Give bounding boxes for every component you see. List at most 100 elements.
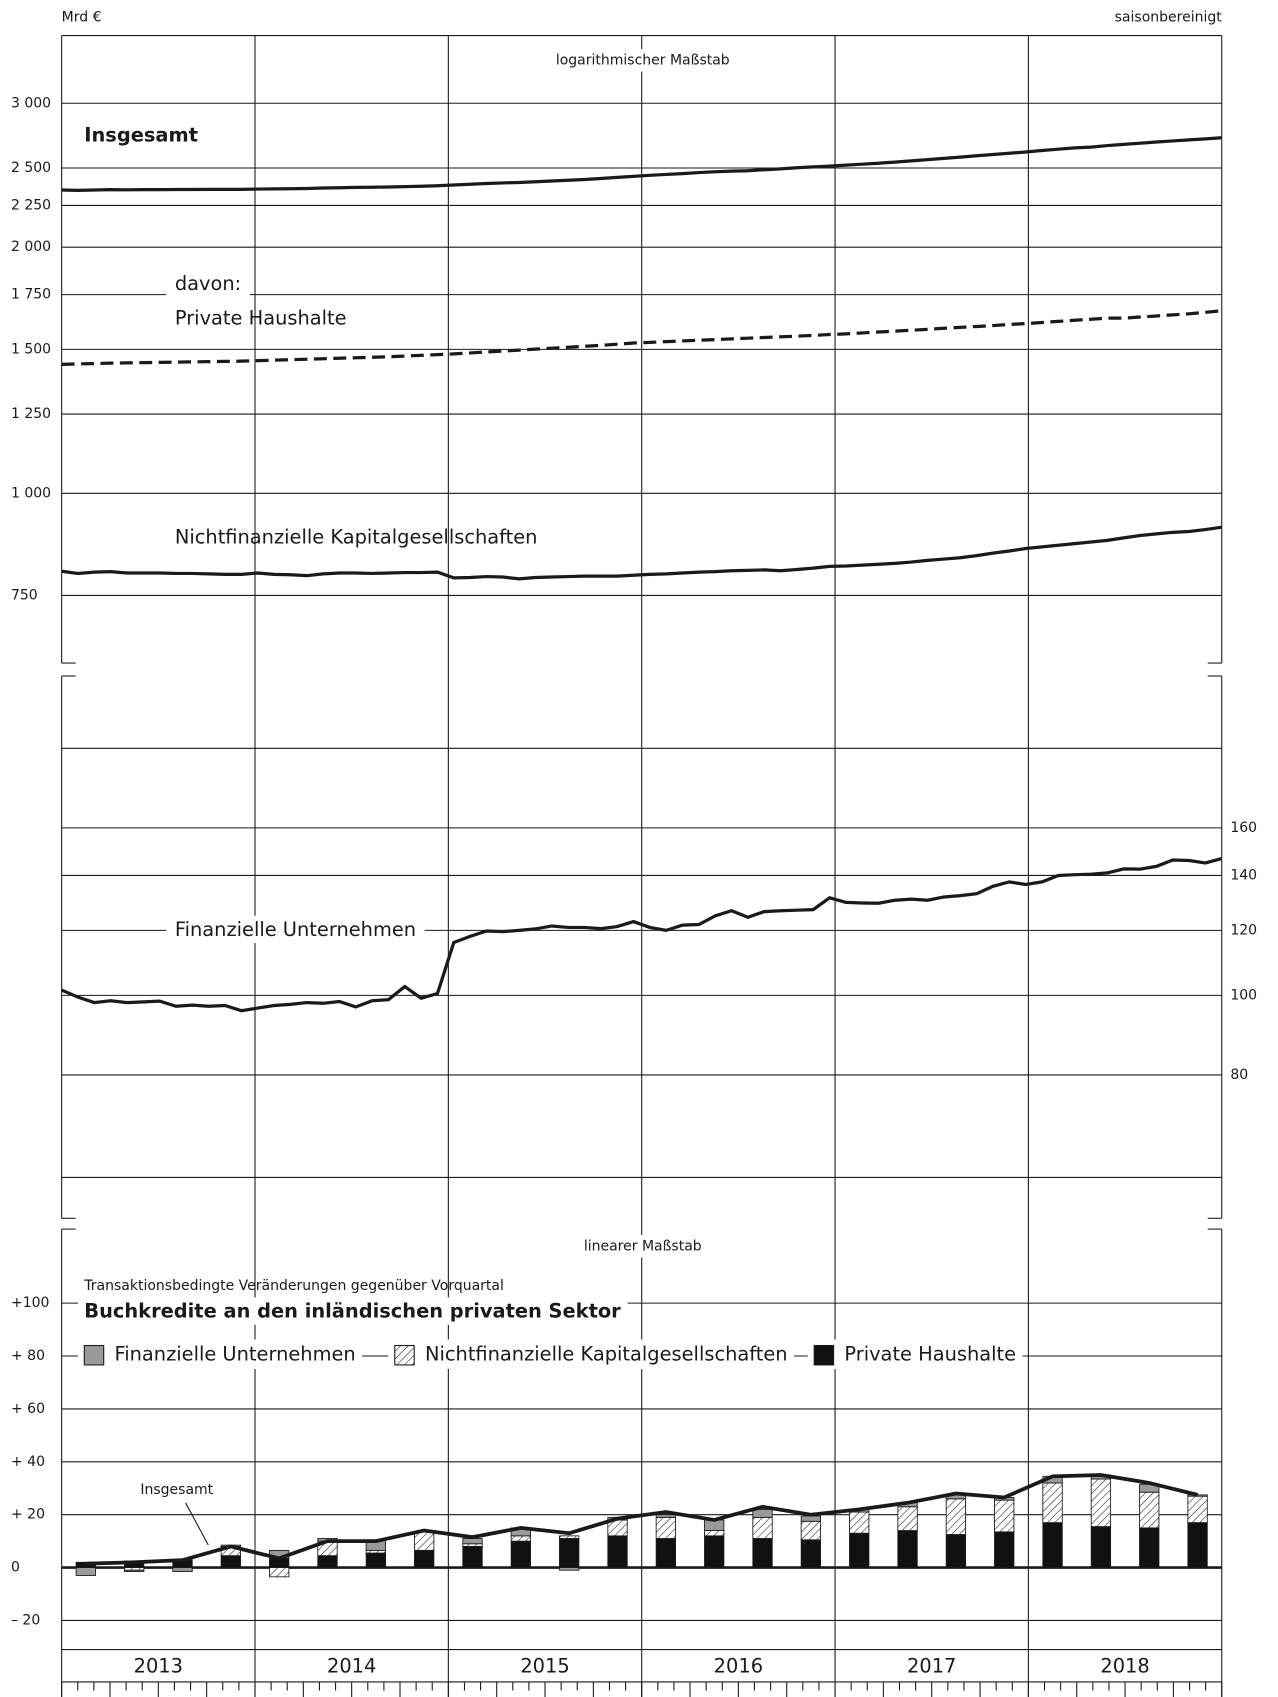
legend-item: Nichtfinanzielle Kapitalgesellschaften (388, 1339, 795, 1369)
bar-segment (462, 1545, 483, 1569)
legend-label: Finanzielle Unternehmen (114, 1343, 355, 1366)
chart-title: Buchkredite an den inländischen privaten… (84, 1300, 621, 1323)
bar-segment (800, 1520, 822, 1541)
bar-segment (655, 1538, 676, 1569)
bar-segment (655, 1514, 676, 1518)
bar-segment (752, 1508, 773, 1518)
year-label: 2013 (134, 1654, 183, 1677)
bar-segment (994, 1531, 1015, 1569)
bar-segment (124, 1569, 145, 1572)
series-line (61, 136, 1222, 193)
bar-segment (655, 1516, 676, 1539)
y-tick-label: 750 (11, 587, 38, 603)
legend-swatch (394, 1344, 415, 1366)
year-label: 2017 (907, 1654, 956, 1677)
bar-segment (1187, 1495, 1208, 1524)
bar-segment (1139, 1491, 1160, 1529)
bar-segment (800, 1539, 822, 1569)
label-background (388, 1339, 795, 1369)
bar-segment (897, 1530, 918, 1569)
bar-segment (510, 1540, 531, 1569)
note-label: saisonbereinigt (1115, 9, 1223, 25)
y-tick-label: 140 (1230, 867, 1257, 883)
bar-segment (269, 1567, 290, 1578)
bar-segment (994, 1499, 1015, 1533)
legend-item: Finanzielle Unternehmen (77, 1339, 363, 1369)
y-tick-label: 80 (1230, 1067, 1248, 1083)
y-tick-label: 1 750 (11, 287, 51, 303)
series-label: Finanzielle Unternehmen (175, 918, 416, 941)
y-tick-label: + 80 (11, 1348, 45, 1364)
bar-segment (945, 1534, 967, 1569)
bar-segment (752, 1538, 773, 1569)
y-tick-label: + 40 (11, 1454, 45, 1470)
bar-segment (172, 1567, 193, 1572)
legend-label: Private Haushalte (844, 1343, 1016, 1366)
y-tick-label: 3 000 (11, 95, 51, 111)
bar-segment (607, 1535, 628, 1569)
label-background (166, 915, 425, 944)
bar-segment (1042, 1482, 1063, 1524)
bar-segment (75, 1567, 96, 1576)
year-label: 2014 (327, 1654, 376, 1677)
label-background (577, 1235, 709, 1258)
y-tick-label: – 20 (11, 1612, 40, 1628)
y-tick-label: 2 000 (11, 239, 51, 255)
bar-segment (559, 1567, 580, 1571)
label-background (807, 1339, 1023, 1369)
year-label: 2018 (1100, 1654, 1149, 1677)
y-tick-label: 100 (1230, 987, 1257, 1003)
bar-segment (945, 1498, 967, 1535)
series-label: Private Haushalte (175, 307, 347, 330)
y-tick-label: 1 000 (11, 485, 51, 501)
bar-segment (414, 1531, 435, 1551)
bar-segment (559, 1535, 580, 1539)
y-tick-label: 160 (1230, 820, 1257, 836)
y-tick-label: 1 250 (11, 406, 51, 422)
legend-swatch (813, 1344, 835, 1366)
y-tick-label: + 60 (11, 1401, 45, 1417)
bar-segment (1187, 1522, 1208, 1569)
bar-segment (220, 1555, 241, 1569)
scale-label: logarithmischer Maßstab (556, 52, 730, 68)
bar-segment (1090, 1526, 1112, 1569)
y-tick-label: 2 500 (11, 160, 51, 176)
series-line (61, 856, 1223, 1013)
label-background (549, 49, 737, 72)
year-label: 2016 (714, 1654, 763, 1677)
label-pointer (185, 1502, 209, 1546)
total-line-label: Insgesamt (140, 1482, 213, 1498)
legend-item: Private Haushalte (807, 1339, 1023, 1369)
bar-segment (414, 1549, 435, 1569)
annotation: davon: (175, 272, 241, 295)
y-tick-label: + 20 (11, 1507, 45, 1523)
total-line (85, 1473, 1199, 1566)
bar-segment (1042, 1522, 1063, 1569)
series-label: Nichtfinanzielle Kapitalgesellschaften (175, 525, 538, 548)
scale-label: linearer Maßstab (584, 1238, 702, 1254)
legend-swatch (83, 1344, 105, 1366)
bar-segment (849, 1511, 870, 1534)
bar-segment (462, 1538, 483, 1545)
y-tick-label: 120 (1230, 922, 1257, 938)
y-tick-label: +100 (11, 1295, 49, 1311)
year-label: 2015 (520, 1654, 569, 1677)
bar-segment (849, 1532, 870, 1569)
bar-segment (752, 1516, 773, 1539)
bar-segment (1139, 1527, 1160, 1569)
y-tick-label: 0 (11, 1560, 20, 1576)
bar-segment (897, 1506, 918, 1531)
y-tick-label: 2 250 (11, 197, 51, 213)
unit-label: Mrd € (62, 9, 102, 25)
bar-segment (365, 1552, 386, 1569)
bar-segment (1187, 1494, 1208, 1497)
bar-segment (559, 1538, 580, 1569)
bar-segment (510, 1535, 531, 1542)
bar-segment (704, 1535, 725, 1569)
series-label: Insgesamt (84, 123, 198, 146)
bar-segment (1090, 1478, 1112, 1528)
y-tick-label: 1 500 (11, 341, 51, 357)
bar-segment (317, 1555, 338, 1569)
label-background (77, 1297, 628, 1325)
